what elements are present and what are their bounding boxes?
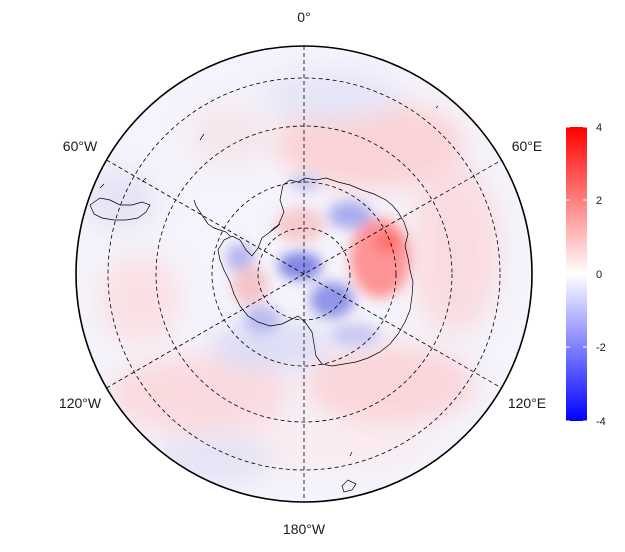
colorbar: 4 2 0 -2 -4 xyxy=(566,122,606,428)
colorbar-tick-neg4: -4 xyxy=(596,416,606,428)
colorbar-tick-2: 2 xyxy=(596,195,602,207)
lon-label-60e: 60°E xyxy=(512,138,543,154)
coastlines xyxy=(89,105,439,493)
map-boundary xyxy=(75,45,533,503)
colorbar-tick-0: 0 xyxy=(596,269,602,281)
graticule xyxy=(106,46,502,502)
colorbar-tick-neg2: -2 xyxy=(596,342,606,354)
anomaly-field xyxy=(76,46,532,502)
lon-label-0: 0° xyxy=(297,9,310,25)
colorbar-gradient xyxy=(566,127,587,421)
colorbar-tick-4: 4 xyxy=(596,122,602,134)
lon-label-60w: 60°W xyxy=(63,138,98,154)
lon-label-120e: 120°E xyxy=(508,395,546,411)
lon-label-120w: 120°W xyxy=(59,395,102,411)
lon-label-180w: 180°W xyxy=(283,521,326,537)
